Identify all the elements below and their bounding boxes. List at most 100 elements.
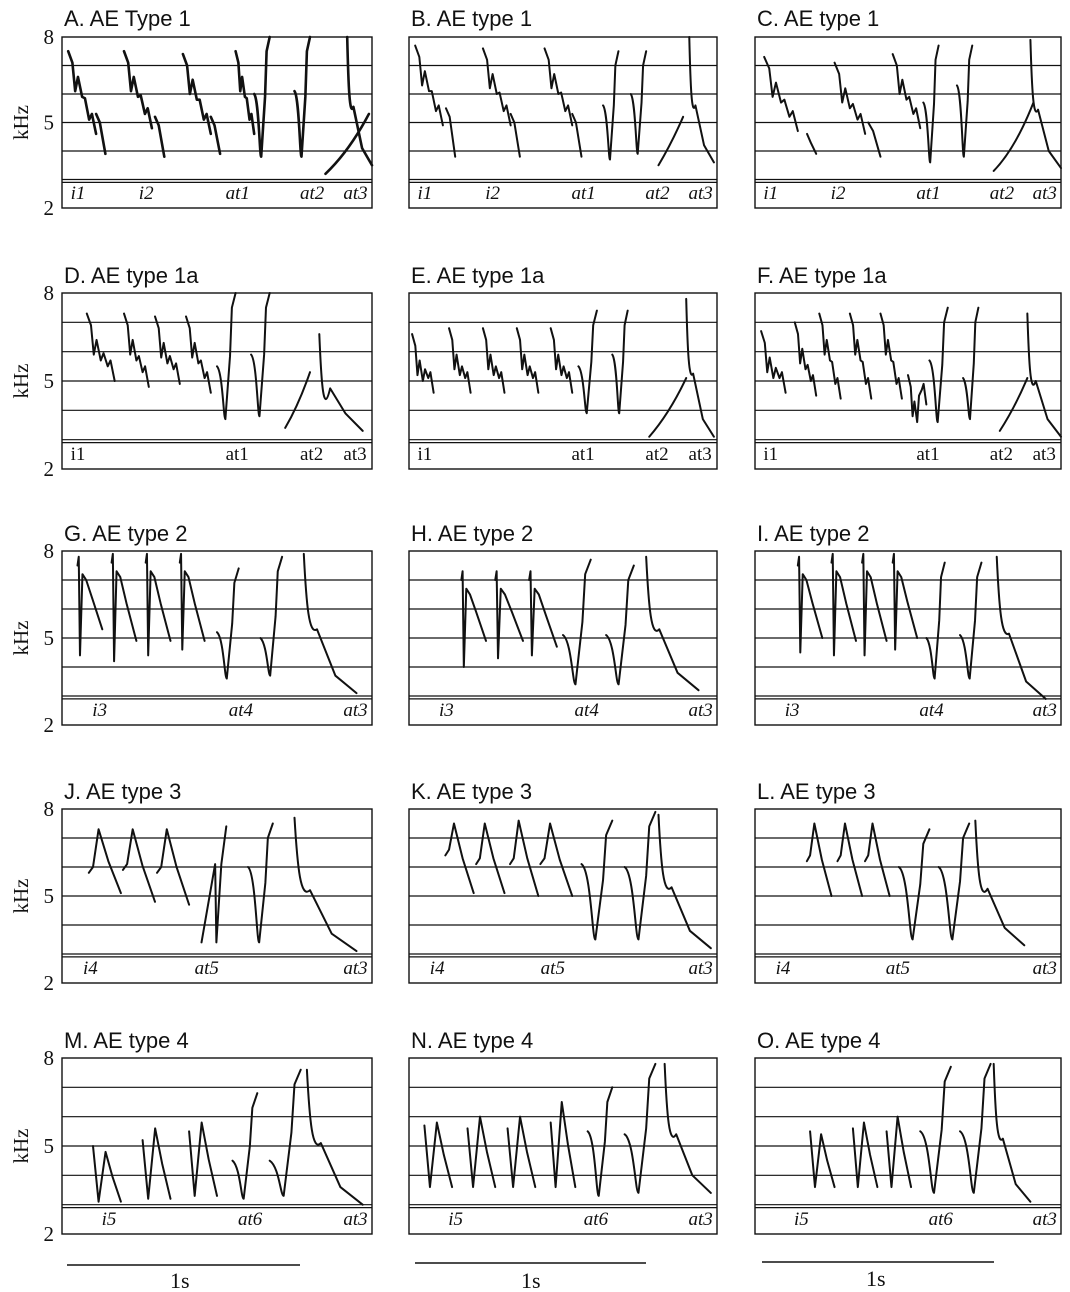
scale-bar-label-right: 1s — [866, 1266, 886, 1291]
call-trace — [121, 828, 156, 903]
segment-label: i5 — [102, 1209, 117, 1230]
call-trace — [867, 121, 882, 158]
segment-label: at4 — [575, 700, 600, 721]
call-trace — [231, 1092, 259, 1200]
call-trace — [962, 306, 980, 421]
segment-label: at3 — [1033, 1209, 1057, 1230]
call-trace — [414, 44, 444, 127]
segment-label: at1 — [916, 183, 940, 204]
call-trace — [153, 115, 166, 158]
y-tick-label: 5 — [44, 369, 55, 393]
call-trace — [562, 558, 592, 686]
segment-label: at4 — [919, 700, 944, 721]
segment-label: at3 — [343, 958, 367, 979]
panel-k: K. AE type 3 i4 at5 at3 — [408, 779, 718, 984]
panel-j: J. AE type 3 8 5 2 kHz i4 at5 at3 — [9, 779, 373, 995]
call-trace — [144, 552, 172, 657]
call-trace — [543, 47, 574, 127]
y-tick-label: 2 — [44, 713, 55, 737]
segment-label: at6 — [584, 1209, 609, 1230]
call-trace — [252, 35, 271, 158]
segment-label: at1 — [226, 183, 250, 204]
panel-i: I. AE type 2 i3 at4 at3 — [754, 521, 1062, 726]
call-trace — [848, 312, 873, 400]
panel-c: C. AE type 1 i1 i2 at1 at2 at3 — [754, 6, 1062, 209]
call-trace — [475, 822, 506, 895]
call-trace — [818, 312, 842, 400]
call-trace — [937, 822, 971, 941]
call-trace — [481, 47, 512, 127]
call-trace — [611, 309, 629, 415]
y-tick-label: 8 — [44, 281, 55, 305]
call-trace — [293, 816, 358, 953]
segment-label: at2 — [990, 444, 1013, 465]
scale-bar-label-middle: 1s — [521, 1268, 541, 1292]
call-trace — [284, 371, 311, 429]
panel-title: A. AE Type 1 — [64, 6, 191, 31]
panel-title: O. AE type 4 — [757, 1028, 881, 1053]
y-tick-label: 2 — [44, 971, 55, 995]
call-trace — [92, 1145, 122, 1203]
call-trace — [481, 327, 506, 394]
call-trace — [851, 1121, 879, 1189]
call-trace — [494, 570, 524, 660]
segment-label: i1 — [417, 183, 432, 204]
segment-label: i1 — [763, 444, 778, 465]
panel-title: M. AE type 4 — [64, 1028, 189, 1053]
segment-label: at3 — [689, 183, 713, 204]
call-trace — [178, 552, 206, 651]
call-trace — [998, 377, 1029, 432]
call-trace — [623, 1062, 657, 1194]
y-axis-label: kHz — [9, 1129, 33, 1164]
call-trace — [293, 35, 312, 158]
panel-title: G. AE type 2 — [64, 521, 188, 546]
call-trace — [586, 1086, 614, 1197]
panel-g: G. AE type 2 8 5 2 kHz i3 at4 at3 — [9, 521, 373, 737]
segment-label: at3 — [1033, 444, 1056, 465]
call-trace — [216, 292, 237, 421]
segment-label: at3 — [1033, 700, 1057, 721]
segment-label: at5 — [886, 958, 910, 979]
segment-label: at2 — [645, 444, 668, 465]
call-trace — [1026, 312, 1062, 438]
segment-label: i5 — [448, 1209, 463, 1230]
segment-label: i4 — [776, 958, 791, 979]
call-trace — [833, 61, 867, 135]
call-trace — [796, 555, 824, 654]
segment-label: at6 — [929, 1209, 954, 1230]
y-tick-label: 8 — [44, 1046, 55, 1070]
call-trace — [87, 828, 122, 895]
call-trace — [580, 819, 614, 941]
call-trace — [836, 822, 864, 897]
segment-label: i3 — [92, 700, 107, 721]
call-trace — [444, 822, 475, 895]
call-trace — [688, 36, 715, 164]
call-trace — [188, 1121, 218, 1197]
call-trace — [830, 552, 857, 657]
call-trace — [864, 822, 891, 897]
segment-label: at5 — [541, 958, 565, 979]
panel-title: K. AE type 3 — [411, 779, 532, 804]
call-trace — [528, 570, 558, 657]
segment-label: i4 — [430, 958, 445, 979]
y-axis-label: kHz — [9, 364, 33, 399]
y-tick-label: 8 — [44, 25, 55, 49]
segment-label: at3 — [689, 1209, 713, 1230]
call-trace — [123, 312, 150, 388]
y-tick-label: 8 — [44, 539, 55, 563]
call-trace — [302, 552, 358, 695]
call-trace — [763, 55, 799, 133]
call-trace — [318, 333, 364, 432]
call-trace — [411, 333, 435, 394]
call-trace — [506, 1115, 537, 1189]
y-tick-label: 8 — [44, 797, 55, 821]
call-trace — [806, 132, 818, 155]
panel-title: E. AE type 1a — [411, 263, 545, 288]
panel-title: B. AE type 1 — [411, 6, 532, 31]
segment-label: at2 — [645, 183, 670, 204]
segment-label: i3 — [439, 700, 454, 721]
call-trace — [345, 35, 374, 167]
segment-label: at3 — [689, 444, 712, 465]
panel-title: I. AE type 2 — [757, 521, 870, 546]
